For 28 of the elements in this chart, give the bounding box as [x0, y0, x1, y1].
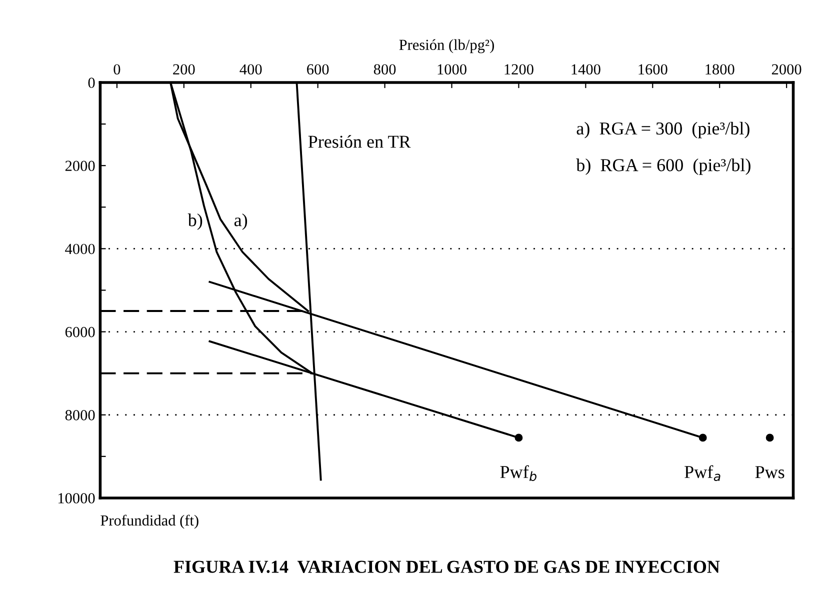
- x-tick-label: 1400: [572, 64, 600, 75]
- x-tick-label: 0: [114, 64, 120, 75]
- annotation: Presión en TR: [308, 135, 411, 148]
- annotation: Pwf$_{b}$: [500, 465, 536, 482]
- x-tick-label: 200: [173, 64, 195, 75]
- text: Profundidad (ft): [100, 514, 198, 529]
- x-tick-label: 600: [307, 64, 329, 75]
- x-tick-label: 1800: [706, 64, 734, 75]
- annotation: a) RGA = 300 (pie³/bl): [576, 122, 750, 138]
- annotation: a): [234, 214, 248, 230]
- y-tick-label: 0: [88, 78, 95, 88]
- y-tick-label: 4000: [65, 244, 95, 254]
- y-tick-label: 6000: [65, 326, 95, 338]
- text: FIGURA IV.14 VARIACION DEL GASTO DE GAS DE INYECCION: [174, 560, 720, 573]
- annotation: b) RGA = 600 (pie³/bl): [576, 158, 750, 175]
- x-tick-label: 400: [240, 64, 262, 75]
- y-tick-label: 8000: [65, 410, 95, 420]
- x-tick-label: 800: [374, 64, 396, 75]
- annotation: Pwf$_{a}$: [684, 465, 720, 482]
- annotation: Pws: [755, 466, 784, 478]
- x-axis-title: Presión (lb/pg²): [399, 39, 494, 54]
- y-tick-label: 10000: [58, 493, 95, 504]
- x-tick-label: 1600: [638, 64, 668, 75]
- y-tick-label: 2000: [65, 160, 95, 172]
- x-tick-label: 1200: [504, 64, 534, 75]
- x-tick-label: 2000: [772, 64, 802, 75]
- x-tick-label: 1000: [438, 64, 466, 75]
- annotation: b): [188, 214, 202, 230]
